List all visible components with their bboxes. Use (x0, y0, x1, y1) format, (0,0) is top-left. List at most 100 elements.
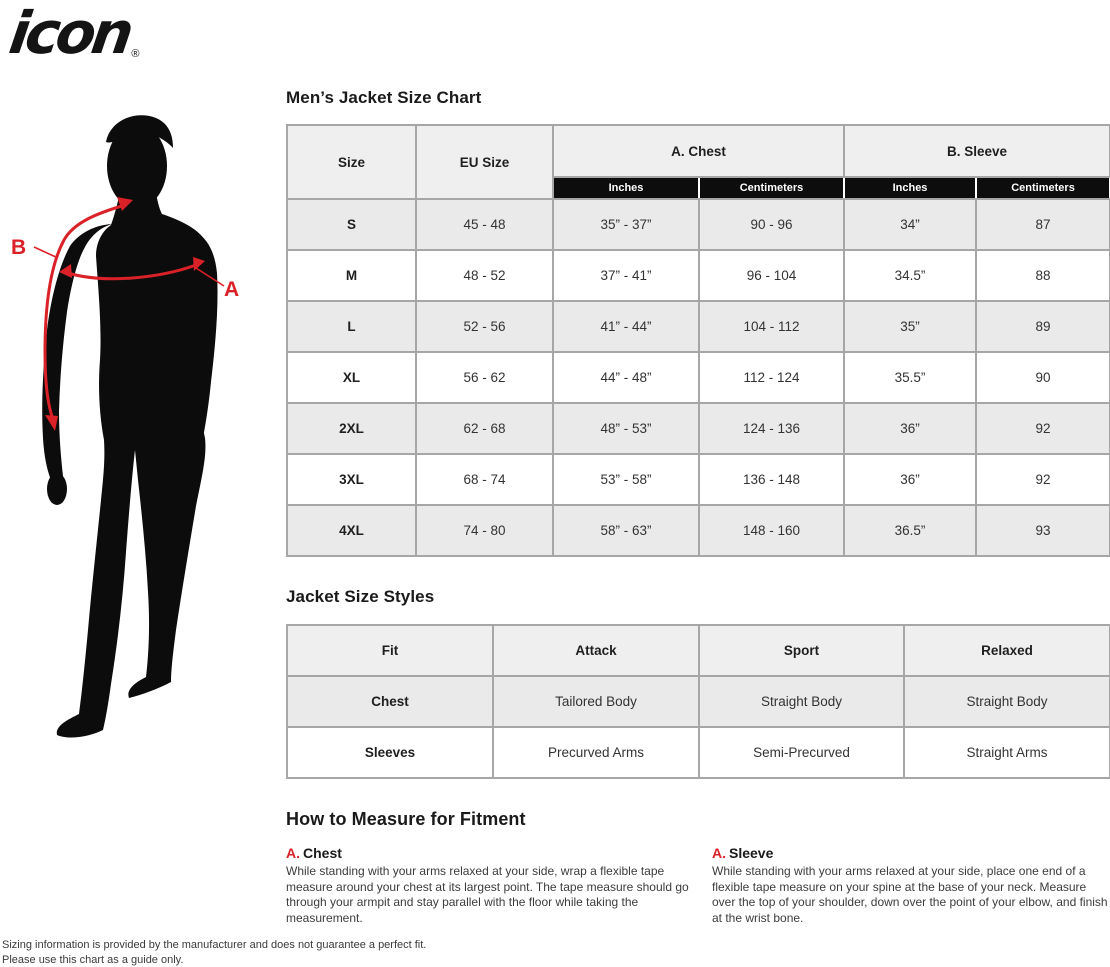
measure-sleeve-label: Sleeve (729, 845, 774, 861)
table-row: 2XL 62 - 68 48” - 53” 124 - 136 36” 92 (286, 402, 1110, 455)
table-row: M 48 - 52 37” - 41” 96 - 104 34.5” 88 (286, 249, 1110, 302)
chest-measure-line (66, 263, 198, 281)
sleeve-measure-line (43, 203, 127, 421)
sleeve-inches-cell: 34” (843, 198, 978, 251)
subheader-chest-inches: Inches (552, 176, 700, 200)
size-cell: XL (286, 351, 417, 404)
measure-chest-label: Chest (303, 845, 342, 861)
chest-cm-cell: 148 - 160 (697, 504, 846, 557)
measure-chest-prefix: A. (286, 845, 300, 861)
sleeve-cm-cell: 90 (975, 351, 1110, 404)
measure-sleeve-block: A. Sleeve While standing with your arms r… (712, 845, 1109, 926)
styles-header-row: Fit Attack Sport Relaxed (286, 624, 1110, 677)
eu-size-cell: 48 - 52 (415, 249, 554, 302)
label-b-leader-line (33, 246, 59, 259)
eu-size-cell: 52 - 56 (415, 300, 554, 353)
measure-sleeve-prefix: A. (712, 845, 726, 861)
silhouette-left-hand (47, 473, 67, 505)
measurement-diagram: B A (0, 108, 285, 763)
attack-chest-cell: Tailored Body (492, 675, 700, 728)
chest-cm-cell: 90 - 96 (697, 198, 846, 251)
eu-size-cell: 62 - 68 (415, 402, 554, 455)
size-cell: 4XL (286, 504, 417, 557)
registered-trademark-symbol: ® (131, 48, 140, 60)
subheader-chest-centimeters: Centimeters (697, 176, 846, 200)
silhouette-left-arm (42, 224, 112, 485)
chest-arrow-right (193, 257, 205, 271)
chest-inches-cell: 35” - 37” (552, 198, 700, 251)
subheader-sleeve-inches: Inches (843, 176, 978, 200)
chest-cm-cell: 112 - 124 (697, 351, 846, 404)
sleeve-label-b: B (11, 236, 26, 259)
measure-chest-text: While standing with your arms relaxed at… (286, 864, 689, 925)
chest-label-a: A (224, 278, 239, 301)
sleeve-cm-cell: 87 (975, 198, 1110, 251)
eu-size-cell: 56 - 62 (415, 351, 554, 404)
size-cell: 2XL (286, 402, 417, 455)
sleeve-inches-cell: 35.5” (843, 351, 978, 404)
size-chart-header-row: Size EU Size A. Chest B. Sleeve (286, 124, 1110, 200)
table-row: 4XL 74 - 80 58” - 63” 148 - 160 36.5” 93 (286, 504, 1110, 557)
size-cell: 3XL (286, 453, 417, 506)
man-silhouette-graphic: B A (11, 115, 239, 738)
size-cell: L (286, 300, 417, 353)
silhouette-hair (106, 115, 173, 148)
styles-table-title: Jacket Size Styles (286, 587, 435, 606)
sizing-disclaimer: Sizing information is provided by the ma… (2, 938, 426, 967)
measure-instructions: A. Chest While standing with your arms re… (286, 845, 1109, 926)
table-row: S 45 - 48 35” - 37” 90 - 96 34” 87 (286, 198, 1110, 251)
column-header-attack: Attack (492, 624, 700, 677)
measure-chest-block: A. Chest While standing with your arms re… (286, 845, 712, 926)
column-header-fit: Fit (286, 624, 494, 677)
size-chart-table: Size EU Size A. Chest B. Sleeve Inches C… (286, 124, 1110, 557)
chest-cm-cell: 104 - 112 (697, 300, 846, 353)
table-row: Chest Tailored Body Straight Body Straig… (286, 675, 1110, 728)
table-row: L 52 - 56 41” - 44” 104 - 112 35” 89 (286, 300, 1110, 353)
row-label-sleeves: Sleeves (286, 726, 494, 779)
relaxed-chest-cell: Straight Body (903, 675, 1110, 728)
chest-inches-cell: 48” - 53” (552, 402, 700, 455)
size-chart-subheader-row: Inches Centimeters Inches Centimeters (287, 176, 1110, 200)
disclaimer-line-1: Sizing information is provided by the ma… (2, 939, 427, 951)
sport-sleeves-cell: Semi-Precurved (698, 726, 905, 779)
sleeve-inches-cell: 36” (843, 402, 978, 455)
sleeve-cm-cell: 88 (975, 249, 1110, 302)
chest-cm-cell: 124 - 136 (697, 402, 846, 455)
sleeve-inches-cell: 36.5” (843, 504, 978, 557)
sleeve-inches-cell: 35” (843, 300, 978, 353)
column-group-chest: A. Chest (551, 124, 846, 178)
row-label-chest: Chest (286, 675, 494, 728)
disclaimer-line-2: Please use this chart as a guide only. (2, 953, 184, 966)
sleeve-arrow-bottom (45, 415, 58, 431)
size-chart-title: Men’s Jacket Size Chart (286, 88, 482, 107)
measure-section-title: How to Measure for Fitment (286, 809, 526, 829)
chest-cm-cell: 96 - 104 (697, 249, 846, 302)
sleeve-cm-cell: 89 (975, 300, 1110, 353)
chest-arrow-left (59, 264, 72, 278)
table-row: Sleeves Precurved Arms Semi-Precurved St… (286, 726, 1110, 779)
chest-inches-cell: 53” - 58” (552, 453, 700, 506)
table-row: 3XL 68 - 74 53” - 58” 136 - 148 36” 92 (286, 453, 1110, 506)
size-cell: M (286, 249, 417, 302)
column-header-relaxed: Relaxed (903, 624, 1110, 677)
measure-sleeve-text: While standing with your arms relaxed at… (712, 864, 1108, 925)
sleeve-inches-cell: 34.5” (843, 249, 978, 302)
silhouette-right-arm (178, 232, 218, 481)
jacket-size-styles-table: Fit Attack Sport Relaxed Chest Tailored … (286, 624, 1110, 779)
eu-size-cell: 68 - 74 (415, 453, 554, 506)
column-header-eu-size: EU Size (415, 124, 554, 200)
label-a-leader-line (195, 267, 225, 287)
chest-inches-cell: 58” - 63” (552, 504, 700, 557)
sleeve-inches-cell: 36” (843, 453, 978, 506)
subheader-sleeve-centimeters: Centimeters (975, 176, 1110, 200)
size-cell: S (286, 198, 417, 251)
silhouette-torso-legs (56, 186, 209, 738)
column-group-sleeve: B. Sleeve (843, 124, 1110, 178)
chest-inches-cell: 37” - 41” (552, 249, 700, 302)
sleeve-arrow-top (117, 197, 133, 211)
silhouette-right-hand (175, 475, 195, 507)
chest-inches-cell: 41” - 44” (552, 300, 700, 353)
column-header-sport: Sport (698, 624, 905, 677)
measure-sleeve-heading: A. Sleeve (712, 845, 1109, 861)
